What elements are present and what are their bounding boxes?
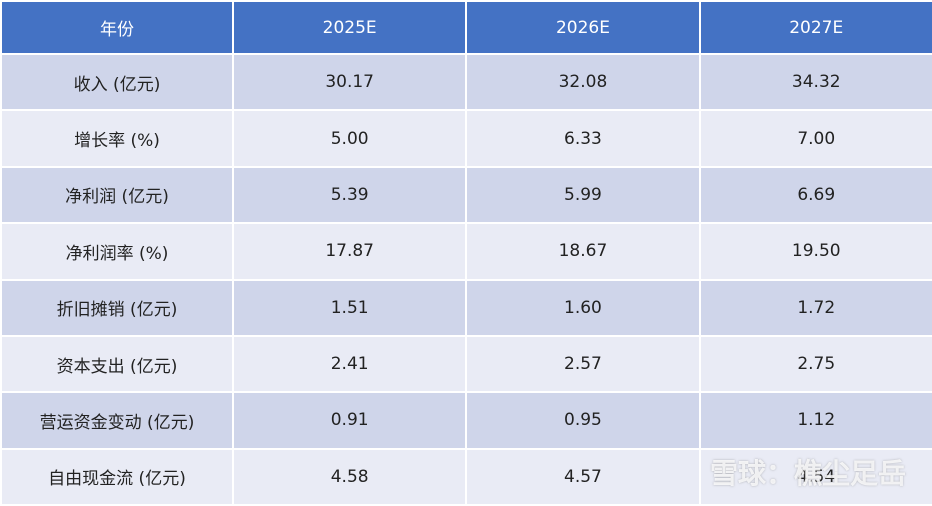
cell: 6.33 (465, 109, 701, 168)
row-label: 资本支出 (亿元) (0, 334, 234, 394)
row-label: 净利润率 (%) (0, 222, 234, 281)
header-cell: 2027E (698, 0, 932, 55)
row-label: 增长率 (%) (0, 109, 234, 168)
cell: 6.69 (698, 165, 932, 225)
row-label: 收入 (亿元) (0, 52, 234, 112)
cell: 2.41 (231, 334, 468, 394)
cell: 5.99 (465, 165, 701, 225)
table-row: 折旧摊销 (亿元) 1.51 1.60 1.72 (0, 278, 932, 337)
cell: 0.95 (465, 391, 701, 450)
table-row: 资本支出 (亿元) 2.41 2.57 2.75 (0, 334, 932, 394)
cell: 1.60 (465, 278, 701, 337)
cell: 5.00 (231, 109, 468, 168)
header-cell: 年份 (0, 0, 234, 55)
cell: 2.75 (698, 334, 932, 394)
table-row: 增长率 (%) 5.00 6.33 7.00 (0, 109, 932, 168)
cell: 18.67 (465, 222, 701, 281)
row-label: 自由现金流 (亿元) (0, 447, 234, 506)
cell: 4.57 (465, 447, 701, 506)
cell: 17.87 (231, 222, 468, 281)
table-body: 收入 (亿元) 30.17 32.08 34.32 增长率 (%) 5.00 6.33 7.0… (0, 52, 932, 506)
table-row: 营运资金变动 (亿元) 0.91 0.95 1.12 (0, 391, 932, 450)
cell: 34.32 (698, 52, 932, 112)
table-row: 自由现金流 (亿元) 4.58 4.57 4.54 (0, 447, 932, 506)
cell: 4.58 (231, 447, 468, 506)
cell: 1.51 (231, 278, 468, 337)
header-row: 年份 2025E 2026E 2027E (0, 0, 932, 55)
cell: 1.72 (698, 278, 932, 337)
row-label: 净利润 (亿元) (0, 165, 234, 225)
cell: 30.17 (231, 52, 468, 112)
row-label: 营运资金变动 (亿元) (0, 391, 234, 450)
header-cell: 2026E (465, 0, 701, 55)
row-label: 折旧摊销 (亿元) (0, 278, 234, 337)
table-row: 净利润率 (%) 17.87 18.67 19.50 (0, 222, 932, 281)
table-row: 净利润 (亿元) 5.39 5.99 6.69 (0, 165, 932, 225)
cell: 32.08 (465, 52, 701, 112)
cell: 19.50 (698, 222, 932, 281)
cell: 2.57 (465, 334, 701, 394)
header-cell: 2025E (231, 0, 468, 55)
cell: 5.39 (231, 165, 468, 225)
table-row: 收入 (亿元) 30.17 32.08 34.32 (0, 52, 932, 112)
cell: 1.12 (698, 391, 932, 450)
cell: 7.00 (698, 109, 932, 168)
cell: 4.54 (698, 447, 932, 506)
watermark: 雪球：樵尘足岳 (709, 457, 906, 490)
cell: 0.91 (231, 391, 468, 450)
